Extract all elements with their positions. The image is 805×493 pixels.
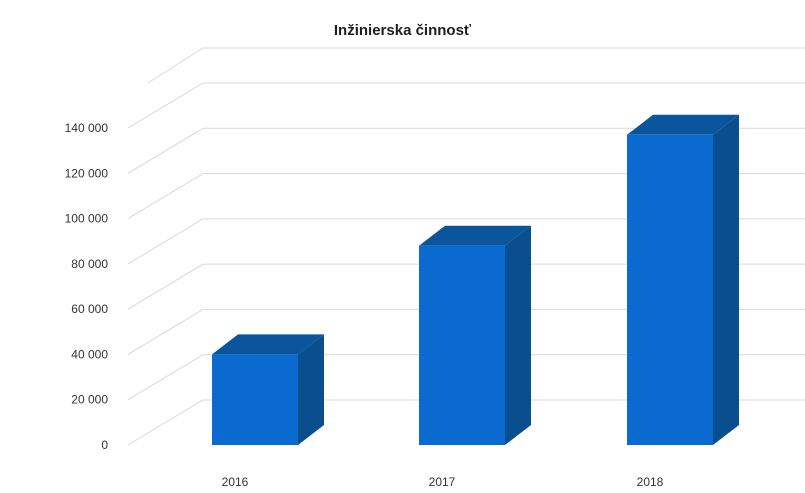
bar-top — [627, 114, 739, 135]
y-tick-label: 100 000 — [65, 212, 109, 226]
chart-title: Inžinierska činnosť — [333, 22, 472, 39]
bar-front — [212, 354, 298, 445]
grid-line — [127, 173, 805, 220]
y-tick-label: 120 000 — [65, 166, 109, 180]
grid-line — [127, 82, 805, 129]
y-tick-label: 0 — [101, 438, 108, 452]
bar-front — [419, 245, 505, 445]
grid-lines — [127, 47, 805, 446]
bar-side — [505, 225, 531, 445]
bars — [212, 114, 739, 446]
bar-2017 — [419, 225, 531, 445]
y-tick-label: 40 000 — [71, 347, 108, 361]
y-axis: 0 20 000 40 000 60 000 80 000 100 000 120 000 1… — [65, 121, 109, 452]
x-tick-label: 2016 — [222, 475, 249, 489]
y-tick-label: 140 000 — [65, 121, 109, 135]
y-tick-label: 80 000 — [71, 257, 108, 271]
grid-line — [147, 47, 805, 84]
bar-2016 — [212, 334, 324, 445]
bar-top — [419, 225, 531, 246]
x-tick-label: 2018 — [637, 475, 664, 489]
y-tick-label: 20 000 — [71, 393, 108, 407]
grid-line — [127, 218, 805, 265]
grid-line — [127, 354, 805, 401]
grid-line — [127, 399, 805, 446]
bar-top — [212, 334, 324, 355]
bar-2018 — [627, 114, 739, 446]
bar-side — [713, 114, 739, 446]
y-tick-label: 60 000 — [71, 302, 108, 316]
bar-side — [298, 334, 324, 445]
grid-line — [127, 127, 805, 174]
grid-line — [127, 308, 805, 355]
x-tick-label: 2017 — [429, 475, 456, 489]
bar-front — [627, 134, 713, 446]
x-axis: 2016 2017 2018 — [222, 475, 664, 489]
grid-line — [127, 263, 805, 310]
